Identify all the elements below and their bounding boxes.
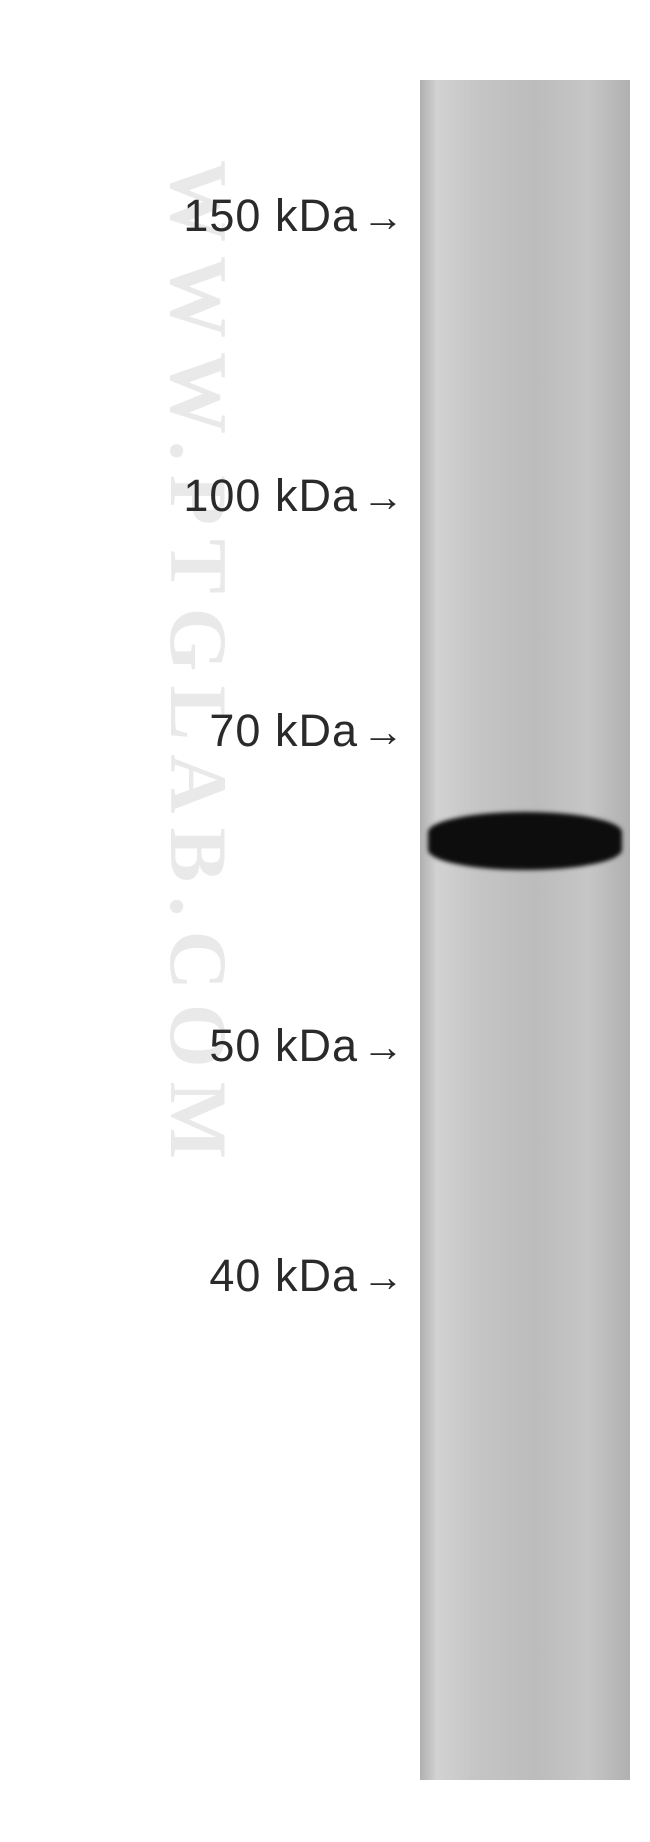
marker-unit: kDa — [275, 470, 358, 521]
protein-band — [428, 812, 622, 870]
marker-label-50: 50 kDa→ — [209, 1020, 405, 1072]
marker-unit: kDa — [275, 1250, 358, 1301]
arrow-icon: → — [362, 1253, 405, 1300]
arrow-icon: → — [362, 193, 405, 240]
marker-label-150: 150 kDa→ — [183, 190, 405, 242]
marker-value: 150 — [183, 190, 261, 241]
blot-lane — [420, 80, 630, 1780]
marker-value: 50 — [209, 1020, 261, 1071]
arrow-icon: → — [362, 473, 405, 520]
marker-label-100: 100 kDa→ — [183, 470, 405, 522]
arrow-icon: → — [362, 708, 405, 755]
marker-label-70: 70 kDa→ — [209, 705, 405, 757]
marker-unit: kDa — [275, 1020, 358, 1071]
blot-figure: WWW.PTGLAB.COM 150 kDa→ 100 kDa→ 70 kDa→… — [0, 0, 650, 1842]
marker-label-40: 40 kDa→ — [209, 1250, 405, 1302]
arrow-icon: → — [362, 1023, 405, 1070]
marker-unit: kDa — [275, 190, 358, 241]
marker-value: 40 — [209, 1250, 261, 1301]
marker-labels-column: 150 kDa→ 100 kDa→ 70 kDa→ 50 kDa→ 40 kDa… — [15, 40, 405, 1802]
marker-value: 100 — [183, 470, 261, 521]
marker-value: 70 — [209, 705, 261, 756]
marker-unit: kDa — [275, 705, 358, 756]
blot-lane-column — [420, 80, 630, 1780]
